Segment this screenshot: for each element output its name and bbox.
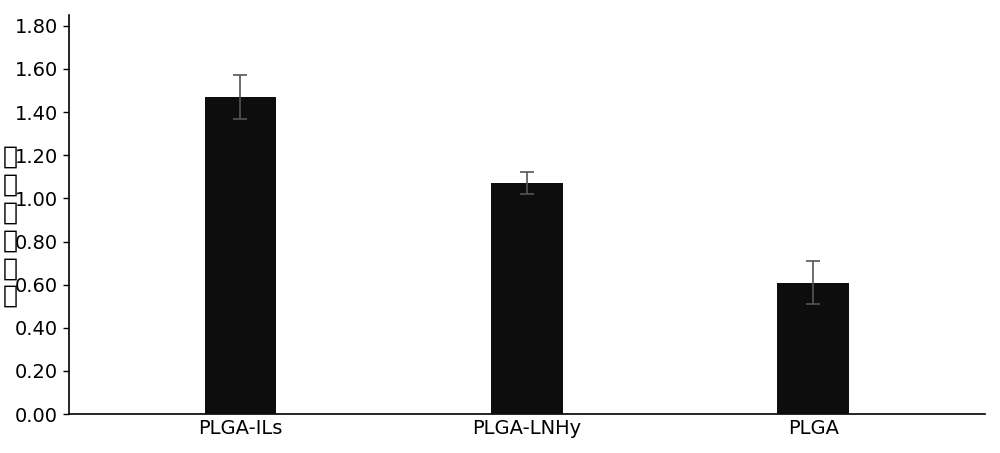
Bar [205,97,276,414]
Bar [491,183,563,414]
Bar [777,283,849,414]
Text: 相
对
荺
光
强
度: 相 对 荺 光 强 度 [2,145,18,308]
